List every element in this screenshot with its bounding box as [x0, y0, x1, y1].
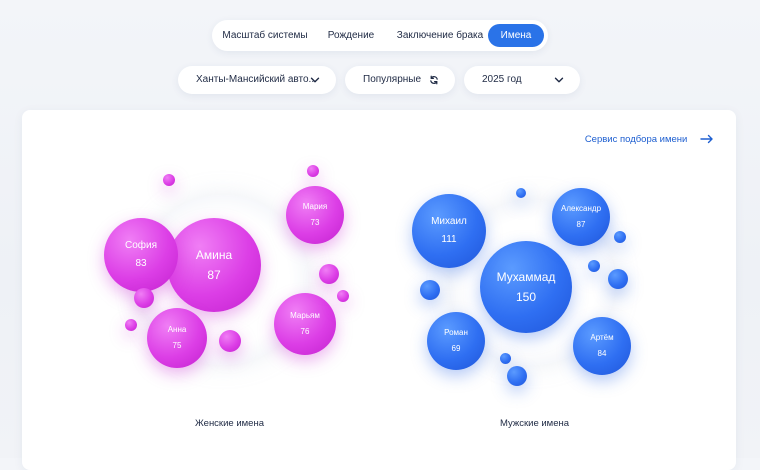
bubble-female-4[interactable]: Марьям 76 — [274, 293, 336, 355]
decorative-bubble — [125, 319, 137, 331]
bubble-male-4[interactable]: Роман 69 — [427, 312, 485, 370]
bubble-count: 87 — [207, 268, 221, 282]
bubble-name: Александр — [560, 204, 602, 214]
name-picker-link[interactable]: Сервис подбора имени — [585, 134, 714, 145]
bubble-female-1[interactable]: Амина 87 — [167, 218, 261, 312]
region-select[interactable]: Ханты-Мансийский авто... — [178, 66, 336, 94]
decorative-bubble — [420, 280, 440, 300]
decorative-bubble — [516, 188, 526, 198]
tab-system-scale[interactable]: Масштаб системы — [222, 30, 308, 41]
tab-marriage[interactable]: Заключение брака — [396, 30, 484, 41]
decorative-bubble — [134, 288, 154, 308]
decorative-bubble — [219, 330, 241, 352]
decorative-bubble — [319, 264, 339, 284]
chevron-down-icon — [310, 77, 320, 83]
decorative-bubble — [163, 174, 175, 186]
section-tabs: Масштаб системы Рождение Заключение брак… — [212, 20, 548, 51]
tab-birth[interactable]: Рождение — [327, 30, 375, 41]
refresh-icon — [430, 75, 438, 85]
bubble-count: 73 — [310, 218, 320, 227]
chevron-down-icon — [554, 77, 564, 83]
bubble-name: Мухаммад — [496, 269, 556, 284]
male-names-cluster: Мухаммад 150 Михаил 111 Александр 87 Ром… — [402, 155, 702, 425]
year-select[interactable]: 2025 год — [464, 66, 580, 94]
mode-toggle[interactable]: Популярные — [345, 66, 455, 94]
bubble-male-3[interactable]: Александр 87 — [552, 188, 610, 246]
bubble-count: 84 — [597, 349, 607, 358]
decorative-bubble — [500, 353, 511, 364]
bubble-count: 75 — [172, 341, 182, 350]
bubble-name: Марьям — [290, 311, 320, 321]
bubble-name: Амина — [195, 247, 233, 262]
mode-toggle-value: Популярные — [363, 74, 422, 85]
decorative-bubble — [307, 165, 319, 177]
decorative-bubble — [337, 290, 349, 302]
decorative-bubble — [608, 269, 628, 289]
bubble-name: Анна — [167, 325, 187, 335]
bubble-female-3[interactable]: Мария 73 — [286, 186, 344, 244]
bubble-count: 69 — [451, 344, 461, 353]
bubble-count: 87 — [576, 220, 586, 229]
bubble-female-5[interactable]: Анна 75 — [147, 308, 207, 368]
names-panel: Сервис подбора имени Амина 87 София 83 М… — [22, 110, 736, 470]
female-names-caption: Женские имена — [195, 418, 264, 429]
year-select-value: 2025 год — [482, 74, 522, 85]
decorative-bubble — [588, 260, 600, 272]
tab-names[interactable]: Имена — [488, 24, 544, 47]
bubble-count: 111 — [441, 234, 457, 245]
bubble-name: Артём — [590, 333, 614, 343]
arrow-right-icon — [700, 135, 713, 144]
bubble-female-2[interactable]: София 83 — [104, 218, 178, 292]
region-select-value: Ханты-Мансийский авто... — [196, 74, 317, 85]
decorative-bubble — [507, 366, 527, 386]
decorative-bubble — [614, 231, 626, 243]
bubble-count: 76 — [300, 327, 310, 336]
name-picker-label: Сервис подбора имени — [584, 134, 688, 145]
bubble-name: Роман — [444, 328, 468, 338]
bubble-male-5[interactable]: Артём 84 — [573, 317, 631, 375]
bubble-name: Михаил — [431, 216, 467, 227]
bubble-male-2[interactable]: Михаил 111 — [412, 194, 486, 268]
male-names-caption: Мужские имена — [500, 418, 570, 429]
bubble-name: Мария — [302, 202, 328, 212]
bubble-count: 83 — [135, 258, 147, 269]
bubble-name: София — [124, 240, 157, 251]
female-names-cluster: Амина 87 София 83 Мария 73 Марьям 76 Анн… — [82, 155, 382, 425]
bubble-count: 150 — [515, 290, 537, 304]
bubble-male-1[interactable]: Мухаммад 150 — [480, 241, 572, 333]
